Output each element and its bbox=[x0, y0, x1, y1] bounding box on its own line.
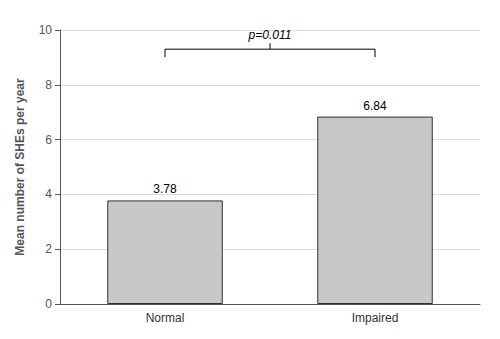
svg-text:10: 10 bbox=[39, 23, 53, 37]
svg-text:3.78: 3.78 bbox=[153, 182, 177, 196]
svg-text:8: 8 bbox=[45, 78, 52, 92]
svg-text:0: 0 bbox=[45, 297, 52, 311]
svg-text:6: 6 bbox=[45, 133, 52, 147]
svg-text:6.84: 6.84 bbox=[363, 99, 387, 113]
svg-text:2: 2 bbox=[45, 242, 52, 256]
svg-text:4: 4 bbox=[45, 187, 52, 201]
svg-text:Mean number of SHEs per year: Mean number of SHEs per year bbox=[13, 78, 27, 256]
svg-text:Normal: Normal bbox=[146, 311, 185, 325]
svg-text:Impaired: Impaired bbox=[352, 311, 399, 325]
svg-text:p=0.011: p=0.011 bbox=[248, 28, 292, 42]
